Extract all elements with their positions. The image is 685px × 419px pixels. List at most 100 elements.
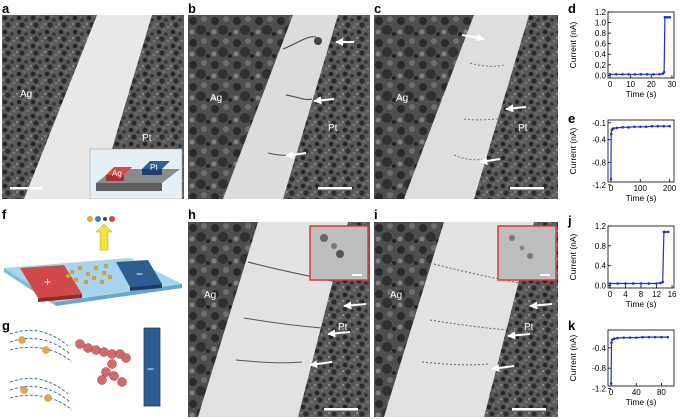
data-point — [647, 282, 651, 285]
data-point — [624, 282, 627, 285]
y-tick-label: 0.0 — [595, 282, 607, 291]
y-axis-label: Current (nA) — [568, 233, 578, 280]
micrograph-a: Ag Pt Ag Pt — [2, 15, 184, 199]
data-point — [656, 124, 660, 128]
x-tick-label: 10 — [626, 80, 635, 89]
data-point — [650, 124, 654, 128]
data-point — [609, 382, 613, 385]
particles — [18, 336, 52, 402]
panel-label-d: d — [568, 1, 576, 16]
x-tick-label: 16 — [668, 290, 677, 299]
panel-label-c: c — [374, 1, 382, 16]
data-point — [639, 282, 643, 285]
plus-sign: + — [44, 275, 51, 289]
y-tick-label: 0.4 — [595, 262, 607, 271]
particles — [65, 263, 113, 285]
data-point — [616, 282, 620, 285]
data-point — [666, 335, 670, 339]
data-point — [628, 336, 632, 339]
data-point — [647, 335, 651, 339]
data-point — [652, 73, 655, 76]
data-point — [641, 335, 644, 339]
label-ag-c: Ag — [396, 93, 408, 104]
schematic-g: − — [9, 327, 161, 411]
panel-label-j: j — [568, 213, 572, 228]
data-point — [610, 341, 613, 345]
y-tick-label: -0.8 — [592, 364, 606, 373]
y-tick-label: 0.8 — [595, 29, 607, 38]
minus-sign: − — [136, 267, 143, 281]
y-tick-label: 0.4 — [595, 50, 607, 59]
panel-label-e: e — [568, 111, 576, 126]
data-point — [653, 335, 657, 339]
y-axis-label: Current (nA) — [568, 334, 578, 381]
scale-bar — [510, 187, 544, 190]
series-line — [610, 336, 668, 384]
data-point — [639, 73, 643, 76]
x-tick-label: 0 — [608, 80, 613, 89]
label-ag-a: Ag — [20, 89, 32, 100]
label-pt-b: Pt — [328, 123, 338, 134]
y-tick-label: -0.8 — [592, 158, 606, 167]
arrow-up — [95, 223, 113, 251]
y-tick-label: 0.8 — [595, 242, 607, 251]
y-tick-label: 1.2 — [595, 222, 607, 231]
panel-label-k: k — [568, 318, 576, 333]
y-axis-label: Current (nA) — [568, 127, 578, 174]
x-tick-label: 8 — [639, 290, 644, 299]
panel-label-f: f — [2, 207, 7, 222]
data-point — [644, 125, 648, 129]
plot-frame — [607, 329, 675, 387]
data-point — [634, 336, 638, 339]
panel-label-a: a — [2, 1, 10, 16]
data-point — [645, 73, 649, 76]
y-tick-label: -0.4 — [592, 344, 606, 353]
data-point — [615, 126, 619, 130]
panel-label-i: i — [374, 207, 378, 222]
data-point — [663, 230, 667, 234]
scale-bar — [318, 187, 352, 190]
scale-bar — [324, 408, 358, 411]
data-point — [664, 15, 668, 19]
label-ag-i: Ag — [390, 290, 402, 301]
label-pt-h: Pt — [338, 322, 348, 333]
schematic-f: + − — [4, 216, 182, 306]
x-tick-label: 0 — [609, 184, 614, 193]
nanoparticle-chain — [75, 339, 131, 387]
y-tick-label: -0.1 — [592, 119, 606, 128]
device-inset: Ag Pt — [89, 148, 183, 199]
molecule-icon — [87, 216, 115, 222]
x-tick-label: 4 — [623, 290, 628, 299]
panel-label-g: g — [2, 318, 10, 333]
chart-k: 0 40 80 -1.2 -0.8 -0.4 Time (s) Current (nA) — [568, 329, 675, 407]
y-tick-label: -1.2 — [592, 385, 606, 394]
data-point — [627, 73, 630, 76]
data-point — [668, 124, 671, 128]
label-pt-a: Pt — [142, 133, 152, 144]
y-tick-label: 1.2 — [595, 8, 607, 17]
field-lines — [9, 329, 73, 411]
panel-label-h: h — [188, 207, 196, 222]
y-axis-label: Current (nA) — [568, 21, 578, 68]
electrode — [143, 327, 161, 407]
x-tick-label: 20 — [647, 80, 656, 89]
data-point — [614, 73, 618, 76]
y-tick-label: -0.4 — [592, 136, 606, 145]
y-tick-label: 0.2 — [595, 61, 607, 70]
series-line — [609, 231, 669, 285]
panel-label-b: b — [188, 1, 196, 16]
data-point — [659, 281, 662, 285]
x-axis-label: Time (s) — [626, 193, 657, 203]
micrograph-b: Ag Pt — [188, 15, 370, 199]
x-tick-label: 30 — [667, 80, 676, 89]
inset-label-pt: Pt — [150, 163, 158, 172]
data-point — [658, 73, 661, 76]
data-point — [666, 230, 670, 234]
data-point — [616, 336, 619, 340]
data-point — [631, 282, 635, 285]
data-point — [638, 125, 642, 129]
x-tick-label: 0 — [609, 388, 614, 397]
zoom-inset — [309, 225, 369, 281]
x-axis-label: Time (s) — [626, 397, 657, 407]
series-line — [610, 125, 670, 180]
